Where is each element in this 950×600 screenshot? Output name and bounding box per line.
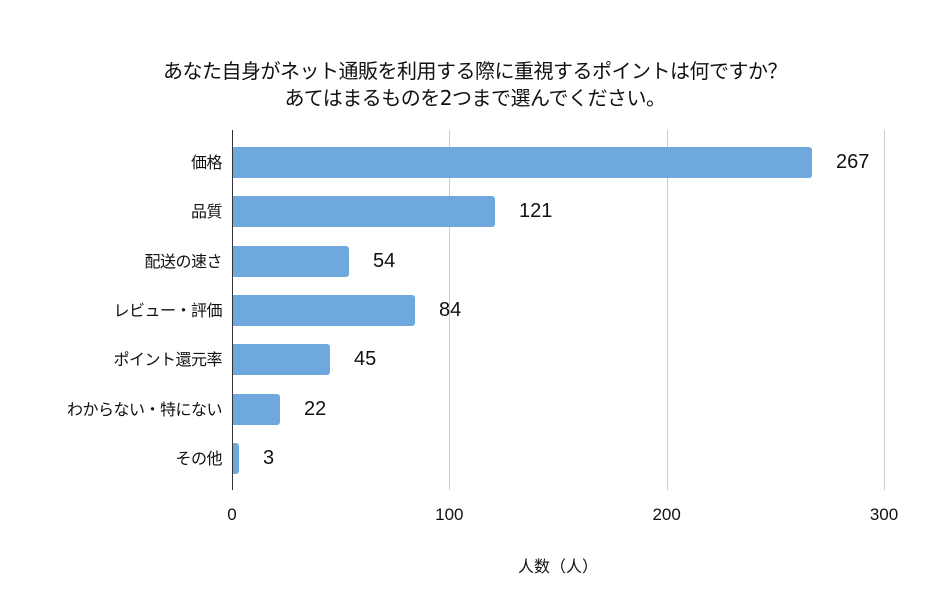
category-label: 価格: [190, 153, 223, 172]
bar[interactable]: [233, 147, 812, 178]
chart-title-line-2: あてはまるものを2つまで選んでください。: [284, 86, 666, 110]
bar-value-label: 54: [373, 250, 396, 272]
bar[interactable]: [233, 344, 330, 375]
plot-area: 267 121 54 84 45 22 3: [232, 130, 885, 490]
x-tick-label: 0: [227, 505, 237, 524]
bar-value-label: 84: [439, 299, 462, 321]
bar[interactable]: [233, 394, 280, 425]
bar-value-label: 267: [836, 151, 870, 173]
chart-title: あなた自身がネット通販を利用する際に重視するポイントは何ですか？ あてはまるもの…: [0, 58, 950, 112]
bar-value-label: 121: [519, 200, 553, 222]
bar[interactable]: [233, 246, 349, 277]
bar[interactable]: [233, 196, 495, 227]
gridline: [449, 130, 450, 490]
bar-value-label: 22: [304, 398, 327, 420]
category-label: わからない・特にない: [66, 400, 223, 419]
x-tick-label: 300: [869, 505, 899, 524]
category-label: その他: [175, 449, 222, 468]
gridline: [884, 130, 885, 490]
bar[interactable]: [233, 443, 239, 474]
y-axis-line: [232, 130, 233, 490]
category-label: 品質: [190, 202, 223, 221]
category-label: 配送の速さ: [144, 252, 222, 271]
x-tick-label: 100: [435, 505, 464, 524]
x-axis-title: 人数（人）: [517, 557, 599, 576]
bar-value-label: 3: [263, 447, 275, 469]
gridline: [667, 130, 668, 490]
bar-value-label: 45: [354, 348, 377, 370]
x-tick-label: 200: [652, 505, 681, 524]
chart-title-line-1: あなた自身がネット通販を利用する際に重視するポイントは何ですか？: [163, 59, 788, 83]
category-label: ポイント還元率: [113, 350, 222, 369]
bar[interactable]: [233, 295, 415, 326]
category-label: レビュー・評価: [113, 301, 222, 320]
